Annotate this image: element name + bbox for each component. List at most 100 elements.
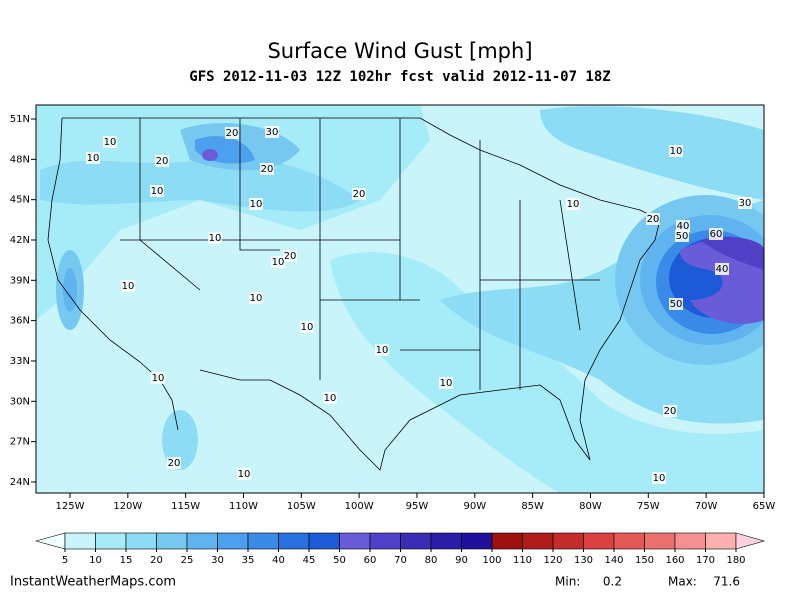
lat-label: 48N: [10, 154, 30, 165]
contour-label: 10: [272, 257, 285, 268]
colorbar-label: 30: [211, 555, 224, 566]
lon-label: 80W: [579, 501, 602, 512]
contour-label: 10: [440, 378, 453, 389]
contour-label-bg: [439, 377, 453, 389]
colorbar-bin: [674, 532, 706, 550]
contour-label-bg: [283, 250, 297, 262]
contour-label: 10: [238, 469, 251, 480]
colorbar-label: 5: [62, 555, 68, 566]
contour-label: 50: [676, 231, 689, 242]
colorbar-bin: [552, 532, 584, 550]
colorbar-bin: [156, 532, 188, 550]
contour-label: 20: [261, 164, 274, 175]
lon-label: 95W: [406, 501, 429, 512]
colorbar-label: 180: [726, 555, 745, 566]
contour-label: 10: [151, 186, 164, 197]
contour-label-bg: [352, 188, 366, 200]
lon-label: 115W: [171, 501, 200, 512]
contour-label-bg: [323, 392, 337, 404]
contour-label-bg: [225, 127, 239, 139]
contour-label: 10: [567, 199, 580, 210]
map-field: [36, 105, 764, 493]
lat-label: 27N: [10, 437, 30, 448]
stat-label: Min:: [555, 575, 580, 589]
contour-label-bg: [265, 126, 279, 138]
contour-label-bg: [271, 256, 285, 268]
colorbar-bin: [522, 532, 554, 550]
contour-label: 10: [122, 281, 135, 292]
contour-label: 20: [284, 251, 297, 262]
contour-label-bg: [709, 228, 723, 240]
contour-label-bg: [121, 280, 135, 292]
contour-label-bg: [669, 298, 683, 310]
contour-label-bg: [375, 344, 389, 356]
stat-value: 71.6: [713, 575, 740, 589]
colorbar-label: 140: [604, 555, 623, 566]
lat-label: 33N: [10, 356, 30, 367]
lon-label: 90W: [463, 501, 486, 512]
colorbar-label: 60: [364, 555, 377, 566]
colorbar-bin: [125, 532, 157, 550]
colorbar-bin: [369, 532, 401, 550]
lon-label: 70W: [695, 501, 718, 512]
colorbar-high: [735, 532, 766, 550]
contour-label: 10: [152, 373, 165, 384]
contour-label-bg: [663, 405, 677, 417]
colorbar-bin: [491, 532, 523, 550]
contour-label: 40: [716, 264, 729, 275]
colorbar-bin: [217, 532, 249, 550]
colorbar-label: 80: [425, 555, 438, 566]
contour-label: 50: [670, 299, 683, 310]
contour-label: 10: [653, 473, 666, 484]
contour-label-bg: [249, 292, 263, 304]
colorbar-label: 170: [696, 555, 715, 566]
colorbar-label: 10: [89, 555, 102, 566]
lat-label: 51N: [10, 114, 30, 125]
contour-label-bg: [86, 152, 100, 164]
colorbar-label: 15: [120, 555, 133, 566]
colorbar-bin: [583, 532, 615, 550]
contour-label: 10: [87, 153, 100, 164]
map-title: Surface Wind Gust [mph]: [267, 39, 532, 63]
colorbar-label: 100: [482, 555, 501, 566]
contour-label: 10: [376, 345, 389, 356]
contour-label: 20: [156, 156, 169, 167]
lon-label: 100W: [345, 501, 374, 512]
contour-label: 10: [301, 322, 314, 333]
colorbar-bin: [95, 532, 127, 550]
contour-label-bg: [260, 163, 274, 175]
colorbar-bin: [644, 532, 676, 550]
colorbar-bin: [64, 532, 96, 550]
lon-label: 75W: [637, 501, 660, 512]
lat-label: 36N: [10, 316, 30, 327]
colorbar-bin: [247, 532, 279, 550]
contour-label-bg: [150, 185, 164, 197]
colorbar-label: 90: [455, 555, 468, 566]
contour-label: 20: [664, 406, 677, 417]
colorbar-label: 25: [181, 555, 194, 566]
contour-label: 10: [104, 137, 117, 148]
colorbar-label: 70: [394, 555, 407, 566]
colorbar-bin: [613, 532, 645, 550]
contour-label-bg: [155, 155, 169, 167]
colorbar-label: 45: [303, 555, 316, 566]
colorbar-label: 110: [513, 555, 532, 566]
lon-label: 125W: [56, 501, 85, 512]
colorbar-label: 160: [665, 555, 684, 566]
contour-label-bg: [103, 136, 117, 148]
lon-label: 85W: [521, 501, 544, 512]
lon-label: 105W: [287, 501, 316, 512]
contour-label-bg: [249, 198, 263, 210]
contour-label: 10: [250, 293, 263, 304]
map-subtitle: GFS 2012-11-03 12Z 102hr fcst valid 2012…: [189, 69, 610, 85]
contour-label: 20: [353, 189, 366, 200]
colorbar-label: 20: [150, 555, 163, 566]
lon-label: 65W: [753, 501, 776, 512]
contour-label: 20: [647, 214, 660, 225]
contour-label-bg: [237, 468, 251, 480]
colorbar-label: 50: [333, 555, 346, 566]
contour-label-bg: [738, 197, 752, 209]
contour-label-bg: [208, 232, 222, 244]
colorbar-bin: [339, 532, 371, 550]
contour-label: 60: [710, 229, 723, 240]
